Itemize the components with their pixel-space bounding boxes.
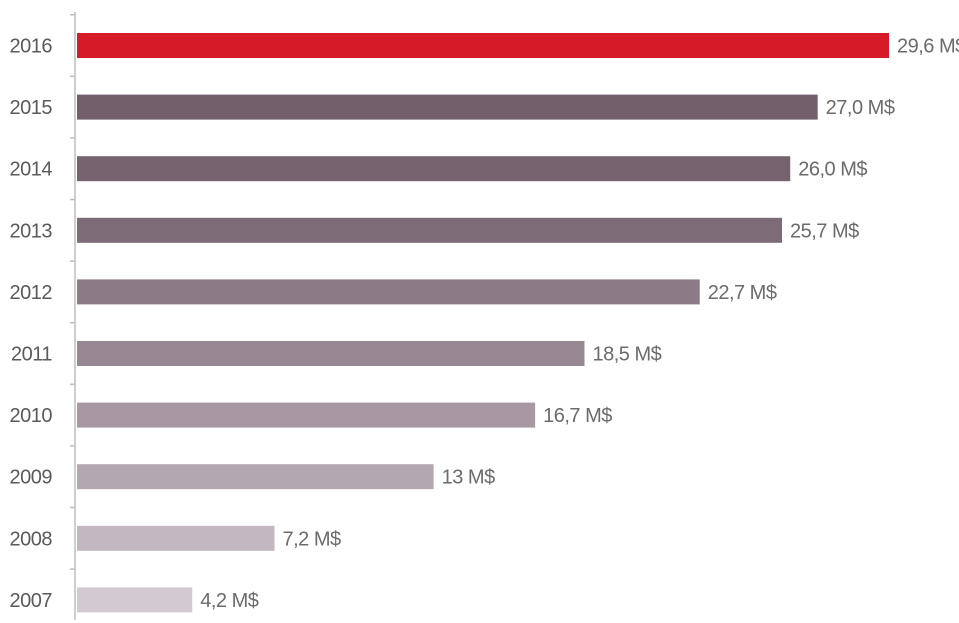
value-label-2013: 25,7 M$ — [790, 220, 859, 242]
value-label-2008: 7,2 M$ — [283, 528, 342, 550]
bar-2012 — [77, 279, 700, 305]
category-label-2013: 2013 — [10, 220, 53, 242]
bar-2014 — [77, 156, 791, 182]
category-label-2008: 2008 — [10, 528, 53, 550]
category-label-2007: 2007 — [10, 590, 53, 612]
category-label-2011: 2011 — [11, 344, 52, 366]
category-label-2016: 2016 — [10, 36, 53, 58]
value-label-2016: 29,6 M$ — [897, 36, 959, 58]
category-label-2012: 2012 — [10, 282, 53, 304]
value-label-2011: 18,5 M$ — [593, 344, 662, 366]
bar-2016 — [77, 33, 889, 58]
bar-2013 — [77, 217, 783, 243]
y-axis — [70, 12, 76, 620]
bar-2011 — [77, 341, 585, 366]
bar-2007 — [77, 587, 193, 613]
bar-2008 — [77, 525, 275, 551]
category-label-2015: 2015 — [10, 97, 53, 119]
bar-2009 — [77, 464, 434, 490]
value-label-2012: 22,7 M$ — [708, 282, 777, 304]
bars — [77, 33, 889, 613]
value-label-2014: 26,0 M$ — [798, 159, 867, 181]
category-label-2010: 2010 — [10, 405, 53, 427]
value-label-2010: 16,7 M$ — [543, 405, 612, 427]
bar-2015 — [77, 94, 818, 120]
value-label-2015: 27,0 M$ — [826, 97, 895, 119]
category-label-2014: 2014 — [10, 159, 53, 181]
value-label-2007: 4,2 M$ — [200, 590, 259, 612]
labels: 2016 29,6 M$ 2015 27,0 M$ 2014 26,0 M$ 2013 25,… — [10, 36, 959, 612]
bar-2010 — [77, 402, 536, 428]
value-label-2009: 13 M$ — [442, 467, 495, 489]
category-label-2009: 2009 — [10, 467, 53, 489]
